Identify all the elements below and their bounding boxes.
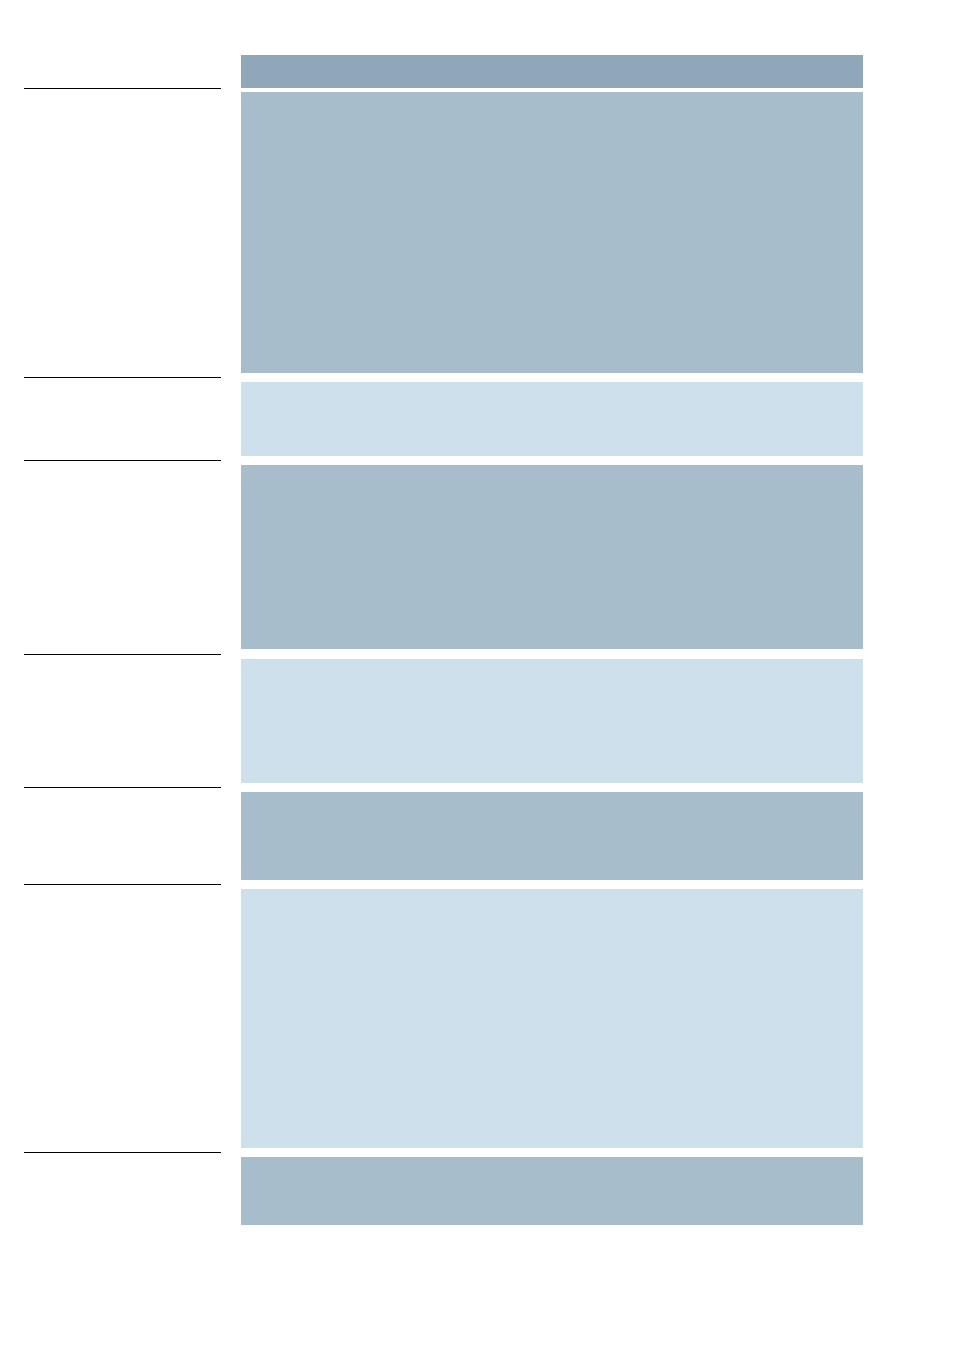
content-row — [241, 659, 863, 783]
content-row — [241, 382, 863, 456]
header-bar — [241, 55, 863, 88]
left-divider — [24, 460, 221, 461]
left-divider — [24, 787, 221, 788]
content-row — [241, 92, 863, 373]
left-divider — [24, 654, 221, 655]
content-row — [241, 1157, 863, 1225]
left-divider — [24, 1152, 221, 1153]
document-page — [0, 0, 954, 1351]
content-row — [241, 792, 863, 880]
left-divider — [24, 884, 221, 885]
content-row — [241, 465, 863, 649]
left-divider — [24, 377, 221, 378]
left-divider — [24, 88, 221, 89]
content-row — [241, 889, 863, 1148]
